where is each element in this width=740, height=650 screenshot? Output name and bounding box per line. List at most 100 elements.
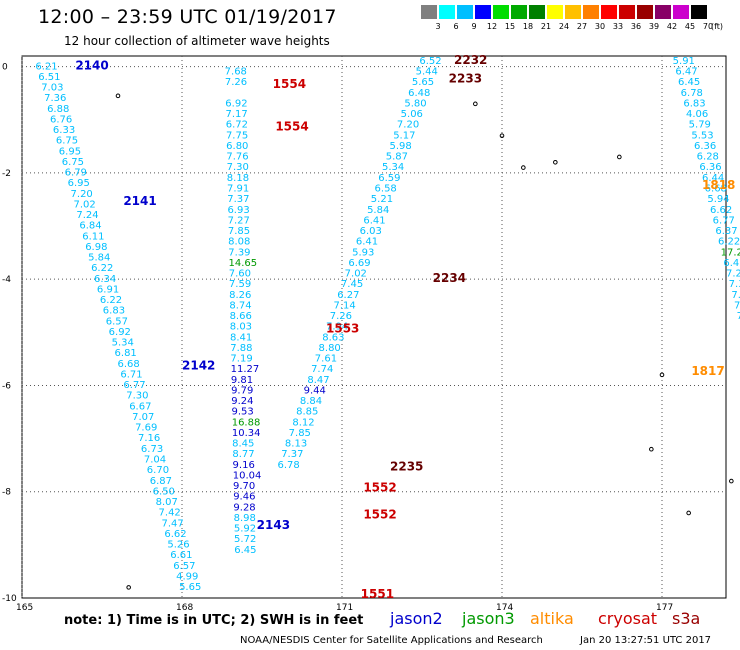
x-tick-label: 177 [656,603,673,613]
wave-height-value: 7.68 [225,67,247,78]
wave-height-value: 8.77 [232,449,254,460]
wave-height-value: 6.57 [106,316,128,327]
legend-altika: altika [530,609,574,628]
wave-height-value: 9.53 [231,407,253,418]
pass-label: 2141 [123,194,156,208]
wave-height-value: 6.91 [97,284,119,295]
x-tick-label: 174 [496,603,513,613]
wave-height-value: 6.58 [375,184,397,195]
wave-height-value: 6.78 [277,460,299,471]
wave-height-value: 7.36 [44,93,66,104]
x-tick-label: 171 [336,603,353,613]
scale-swatch [673,5,689,19]
scale-label: 15 [504,22,516,31]
wave-height-value: 7.85 [228,226,250,237]
wave-height-value: 7.37 [729,279,740,290]
wave-height-value: 6.57 [173,561,195,572]
wave-height-value: 7.37 [281,449,303,460]
island-outline [126,585,131,590]
wave-height-value: 10.34 [232,428,261,439]
pass-label: 1818 [702,178,735,192]
wave-height-value: 5.93 [352,247,374,258]
wave-height-value: 9.24 [231,396,253,407]
wave-height-value: 6.88 [47,104,69,115]
wave-height-value: 8.74 [229,300,251,311]
wave-height-value: 7.69 [135,423,157,434]
pass-label: 2234 [433,271,466,285]
wave-height-value: 7.04 [144,455,166,466]
wave-height-value: 16.88 [232,417,261,428]
wave-height-value: 6.83 [683,98,705,109]
scale-swatch [421,5,437,19]
wave-height-value: 5.34 [382,162,404,173]
scale-swatch [619,5,635,19]
pass-label: 1552 [363,481,396,495]
wave-height-value: 5.26 [167,540,189,551]
pass-label: 2140 [75,58,108,72]
wave-height-value: 7.94 [326,322,348,333]
credit-line: NOAA/NESDIS Center for Satellite Applica… [240,635,543,646]
wave-height-value: 7.91 [227,184,249,195]
wave-height-value: 5.87 [386,152,408,163]
wave-height-value: 6.47 [675,67,697,78]
scale-swatch [475,5,491,19]
island-outline [649,446,654,452]
wave-height-value: 6.69 [348,258,370,269]
wave-height-value: 7.63 [731,290,740,301]
wave-height-value: 9.46 [233,492,255,503]
wave-height-value: 6.22 [100,295,122,306]
scale-swatch [583,5,599,19]
legend-jason3: jason3 [462,609,515,628]
wave-height-value: 6.95 [59,146,81,157]
wave-height-value: 8.80 [319,343,341,354]
wave-height-value: 7.47 [161,518,183,529]
wave-height-value: 8.07 [156,497,178,508]
scale-swatch [493,5,509,19]
wave-height-value: 7.42 [159,508,181,519]
wave-height-value: 6.41 [356,237,378,248]
wave-height-value: 7.14 [333,300,355,311]
wave-height-value: 4.06 [686,109,708,120]
pass-label: 2143 [257,518,290,532]
wave-height-value: 7.59 [229,279,251,290]
wave-height-value: 8.98 [234,513,256,524]
y-tick-label: -6 [2,381,11,391]
scale-label: 30 [594,22,606,31]
wave-height-value: 6.41 [363,215,385,226]
scale-label: 42 [666,22,678,31]
wave-height-value: 9.44 [304,385,326,396]
wave-height-value: 8.45 [232,439,254,450]
wave-height-value: 6.21 [35,61,57,72]
legend-jason2: jason2 [390,609,443,628]
y-tick-label: -8 [2,488,11,498]
page-subtitle: 12 hour collection of altimeter wave hei… [64,34,330,48]
y-tick-label: -10 [2,594,17,604]
wave-height-value: 6.45 [234,545,256,556]
y-tick-label: 0 [2,63,8,73]
wave-height-value: 9.70 [233,481,255,492]
wave-height-value: 7.39 [228,247,250,258]
wave-height-value: 5.21 [371,194,393,205]
island-outline [473,101,478,107]
wave-height-value: 7.24 [76,210,98,221]
wave-height-value: 7.20 [397,120,419,131]
wave-height-value: 6.45 [678,77,700,88]
pass-label: 2232 [454,53,487,67]
scale-swatch [691,5,707,19]
wave-height-value: 6.22 [718,237,740,248]
wave-height-value: 11.27 [231,364,260,375]
wave-height-value: 5.65 [412,77,434,88]
wave-height-value: 6.11 [82,231,104,242]
wave-height-value: 7.75 [226,130,248,141]
island-outline [499,133,505,139]
wave-height-value: 6.62 [710,205,732,216]
wave-height-value: 6.98 [85,242,107,253]
wave-height-value: 6.80 [226,141,248,152]
scale-swatch [655,5,671,19]
wave-height-value: 6.77 [713,215,735,226]
y-tick-label: -4 [2,275,11,285]
scale-label: 18 [522,22,534,31]
wave-height-value: 6.33 [53,125,75,136]
wave-height-value: 5.53 [691,130,713,141]
wave-height-value: 8.84 [300,396,322,407]
